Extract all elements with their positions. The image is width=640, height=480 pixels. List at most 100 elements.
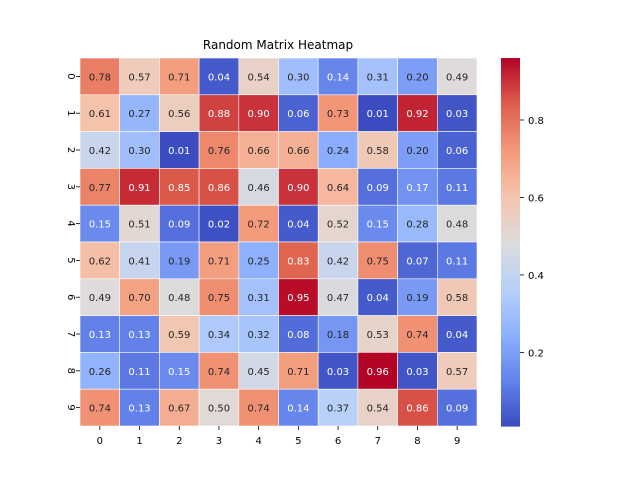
heatmap-cell [238, 388, 279, 427]
heatmap-cell [198, 57, 240, 96]
cell-value-label: 0.59 [168, 330, 190, 341]
heatmap-cell [357, 315, 398, 353]
cell-value-label: 0.58 [367, 146, 389, 157]
colorbar-segment [501, 419, 520, 424]
cell-value-label: 0.42 [89, 146, 111, 157]
heatmap-cell [397, 131, 438, 169]
cell-value-label: 0.04 [287, 220, 309, 231]
heatmap-cell [238, 131, 279, 169]
colorbar-segment [501, 422, 520, 427]
cell-value-label: 0.66 [287, 146, 309, 157]
colorbar-tick-label: 0.8 [528, 116, 544, 127]
cell-value-label: 0.86 [208, 183, 230, 194]
colorbar-segment [501, 324, 520, 329]
colorbar-segment [501, 291, 520, 295]
heatmap-cell [436, 57, 478, 96]
colorbar-segment [501, 349, 520, 353]
colorbar-segment [501, 113, 520, 117]
heatmap-cell [278, 204, 319, 243]
heatmap-cell [317, 204, 359, 243]
y-axis-ticks: 0 1 2 3 4 5 6 7 8 9 [65, 73, 80, 411]
colorbar-segment [501, 281, 520, 286]
colorbar-segment [501, 153, 520, 157]
cell-value-label: 0.03 [327, 367, 349, 378]
colorbar-segment [501, 189, 520, 194]
heatmap-cell [278, 94, 319, 132]
cell-value-label: 0.13 [128, 404, 150, 415]
heatmap-cell [159, 315, 200, 353]
heatmap-cell [238, 204, 279, 243]
y-tick-label: 3 [65, 184, 76, 190]
heatmap-cell [238, 315, 279, 353]
cell-value-label: 0.18 [327, 330, 349, 341]
cell-value-label: 0.03 [406, 367, 428, 378]
cell-value-label: 0.01 [367, 109, 389, 120]
colorbar-segment [501, 156, 520, 160]
cell-value-label: 0.91 [128, 183, 150, 194]
cell-value-label: 0.31 [248, 293, 270, 304]
colorbar-segment [501, 171, 520, 176]
colorbar-segment [501, 146, 520, 151]
cell-value-label: 0.04 [208, 72, 230, 83]
colorbar-segment [501, 303, 520, 307]
cell-value-label: 0.27 [128, 109, 150, 120]
colorbar-segment [501, 337, 520, 341]
colorbar-segment [501, 334, 520, 338]
heatmap-cell [198, 241, 240, 280]
colorbar-segment [501, 407, 520, 412]
colorbar-segment [501, 214, 520, 219]
cell-value-label: 0.17 [406, 183, 428, 194]
cell-value-label: 0.88 [208, 109, 230, 120]
colorbar-segment [501, 70, 520, 74]
cell-value-label: 0.15 [367, 220, 389, 231]
colorbar-segment [501, 398, 520, 403]
colorbar: 0.2 0.4 0.6 0.8 [501, 58, 544, 427]
cell-value-label: 0.45 [248, 367, 270, 378]
heatmap-cell [317, 168, 359, 206]
heatmap-cell [79, 131, 121, 169]
x-tick-label: 2 [176, 436, 182, 447]
colorbar-segment [501, 343, 520, 347]
cell-value-label: 0.11 [128, 367, 150, 378]
cell-value-label: 0.46 [248, 183, 270, 194]
colorbar-segment [501, 340, 520, 344]
colorbar-segment [501, 125, 520, 130]
colorbar-segment [501, 110, 520, 114]
cell-value-label: 0.61 [89, 109, 111, 120]
cell-value-label: 0.71 [168, 72, 190, 83]
x-tick-label: 4 [255, 436, 261, 447]
heatmap-cell [397, 94, 438, 132]
colorbar-segment [501, 294, 520, 298]
cell-value-label: 0.54 [367, 404, 389, 415]
colorbar-segment [501, 205, 520, 209]
x-tick-label: 9 [454, 436, 460, 447]
colorbar-segment [501, 168, 520, 173]
colorbar-segment [501, 61, 520, 65]
colorbar-segment [501, 242, 520, 246]
x-tick-label: 0 [97, 436, 103, 447]
colorbar-segment [501, 352, 520, 357]
colorbar-segment [501, 211, 520, 215]
colorbar-segment [501, 217, 520, 222]
colorbar-segment [501, 288, 520, 292]
cell-value-label: 0.48 [446, 220, 468, 231]
chart-title: Random Matrix Heatmap [203, 38, 353, 52]
colorbar-segment [501, 177, 520, 182]
colorbar-segment [501, 309, 520, 314]
heatmap-cell [198, 315, 240, 353]
colorbar-segment [501, 413, 520, 418]
cell-value-label: 0.41 [128, 256, 150, 267]
colorbar-segment [501, 196, 520, 200]
colorbar-segment [501, 119, 520, 123]
colorbar-segment [501, 208, 520, 212]
colorbar-segment [501, 297, 520, 301]
heatmap-cell [317, 388, 359, 427]
heatmap-cell [436, 94, 478, 132]
colorbar-segment [501, 82, 520, 87]
colorbar-segment [501, 269, 520, 274]
x-axis-ticks: 0 1 2 3 4 5 6 7 8 9 [97, 426, 460, 447]
y-tick-label: 6 [65, 294, 76, 300]
heatmap-cell [436, 168, 478, 206]
cell-value-label: 0.13 [89, 330, 111, 341]
cell-value-label: 0.70 [128, 293, 150, 304]
